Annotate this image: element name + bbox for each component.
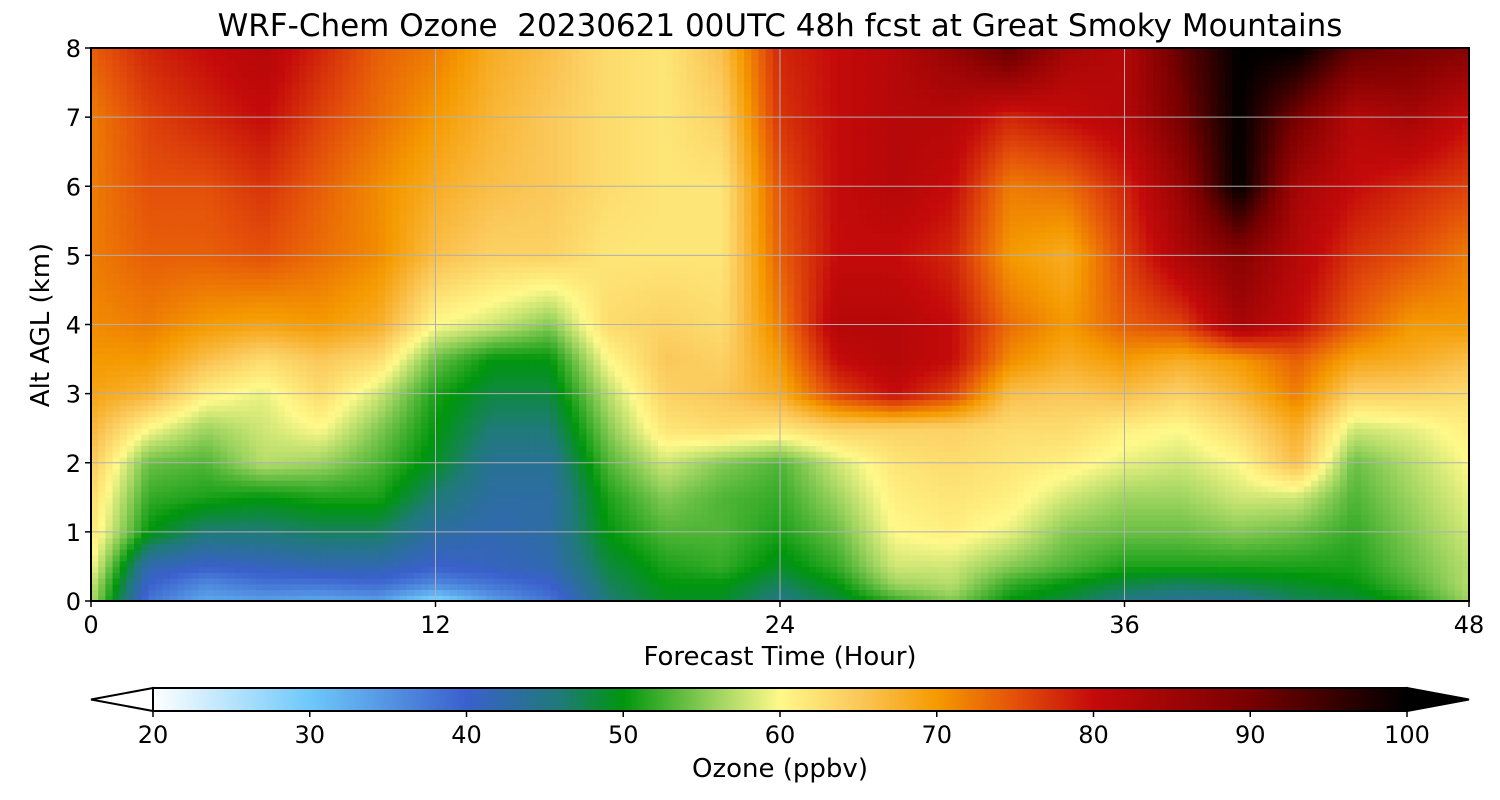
- y-tick-label: 1: [66, 519, 81, 547]
- y-axis-ticks: 0 1 2 3 4 5 6 7 8: [66, 35, 91, 616]
- y-tick-label: 7: [66, 104, 81, 132]
- y-tick-label: 6: [66, 173, 81, 201]
- colorbar-tick-label: 100: [1384, 721, 1430, 749]
- colorbar-tick-label: 40: [451, 721, 482, 749]
- x-tick-label: 24: [765, 611, 796, 639]
- colorbar-ticks: 20 30 40 50 60 70 80 90 100: [138, 711, 1430, 749]
- y-tick-label: 8: [66, 35, 81, 63]
- colorbar-tick-label: 90: [1235, 721, 1266, 749]
- x-tick-label: 12: [420, 611, 451, 639]
- colorbar: 20 30 40 50 60 70 80 90 100 Ozone (ppbv): [90, 686, 1470, 784]
- colorbar-tick-label: 30: [294, 721, 325, 749]
- colorbar-tick-label: 70: [921, 721, 952, 749]
- y-tick-label: 3: [66, 381, 81, 409]
- colorbar-high-extend: [1406, 686, 1470, 713]
- grid-lines: [90, 47, 1470, 602]
- colorbar-tick-label: 80: [1078, 721, 1109, 749]
- y-tick-label: 4: [66, 312, 81, 340]
- x-tick-label: 36: [1109, 611, 1140, 639]
- y-tick-label: 5: [66, 242, 81, 270]
- x-axis-label: Forecast Time (Hour): [643, 642, 916, 672]
- colorbar-label: Ozone (ppbv): [692, 754, 868, 784]
- x-axis-ticks: 0 12 24 36 48: [83, 601, 1484, 639]
- x-tick-label: 48: [1454, 611, 1485, 639]
- y-tick-label: 2: [66, 450, 81, 478]
- colorbar-scale: [153, 688, 1407, 711]
- colorbar-tick-label: 50: [608, 721, 639, 749]
- colorbar-tick-label: 60: [765, 721, 796, 749]
- x-tick-label: 0: [83, 611, 98, 639]
- chart-title: WRF-Chem Ozone 20230621 00UTC 48h fcst a…: [217, 8, 1343, 44]
- y-axis-label: Alt AGL (km): [26, 243, 56, 407]
- y-tick-label: 0: [66, 588, 81, 616]
- colorbar-low-extend: [90, 686, 154, 713]
- colorbar-tick-label: 20: [138, 721, 169, 749]
- ozone-heatmap: [91, 48, 1469, 601]
